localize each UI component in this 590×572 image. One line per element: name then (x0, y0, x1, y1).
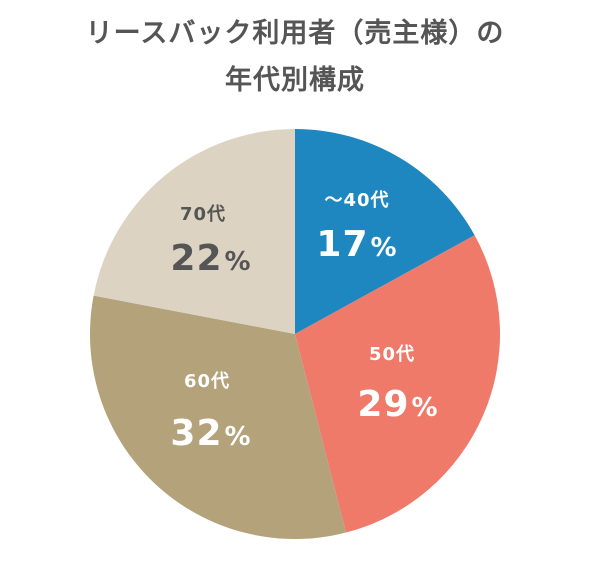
chart-title-line-2: 年代別構成 (225, 65, 365, 96)
slice-value-label-1: 29% (357, 384, 438, 425)
slice-category-label-1: 50代 (369, 344, 415, 365)
pie-slice-0 (295, 129, 475, 334)
pie-slice-2 (89, 295, 346, 540)
chart-title-line-1: リースバック利用者（売主様）の (85, 18, 505, 49)
slice-category-label-0: ～40代 (324, 190, 389, 211)
pie-slice-3 (93, 129, 295, 334)
slice-category-label-2: 60代 (184, 371, 230, 392)
slice-value-label-2: 32% (170, 413, 251, 454)
slice-value-label-3: 22% (170, 238, 251, 279)
pie-slice-1 (295, 235, 500, 533)
slice-value-label-0: 17% (316, 224, 397, 265)
slice-category-label-3: 70代 (180, 204, 226, 225)
